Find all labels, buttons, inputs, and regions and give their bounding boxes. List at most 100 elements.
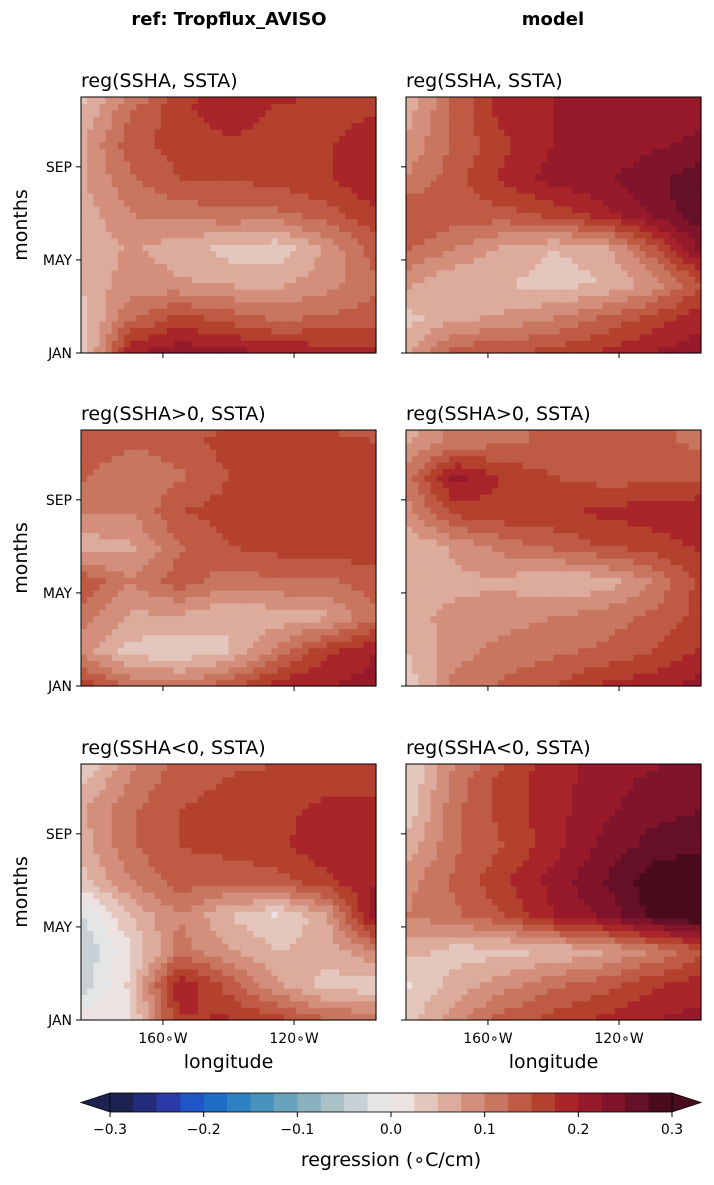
contour-cell — [504, 340, 511, 347]
contour-cell — [296, 103, 303, 110]
contour-cell — [155, 532, 162, 539]
contour-cell — [302, 155, 309, 162]
contour-cell — [560, 219, 567, 226]
contour-cell — [467, 167, 474, 174]
contour-cell — [358, 334, 365, 341]
contour-cell — [689, 321, 696, 328]
contour-cell — [204, 167, 211, 174]
contour-cell — [664, 308, 671, 315]
contour-cell — [93, 295, 100, 302]
contour-cell — [235, 315, 242, 322]
contour-cell — [112, 123, 119, 130]
contour-cell — [547, 212, 554, 219]
contour-cell — [566, 340, 573, 347]
contour-cell — [179, 103, 186, 110]
contour-cell — [106, 321, 113, 328]
contour-cell — [87, 334, 94, 341]
contour-cell — [418, 315, 425, 322]
contour-cell — [646, 116, 653, 123]
contour-cell — [358, 295, 365, 302]
contour-cell — [173, 609, 180, 616]
contour-cell — [603, 219, 610, 226]
contour-cell — [216, 116, 223, 123]
contour-cell — [480, 283, 487, 290]
contour-cell — [81, 532, 88, 539]
contour-cell — [492, 180, 499, 187]
contour-cell — [278, 667, 285, 674]
contour-cell — [167, 276, 174, 283]
contour-cell — [247, 103, 254, 110]
contour-cell — [676, 123, 683, 130]
contour-cell — [351, 577, 358, 584]
contour-cell — [247, 110, 254, 117]
contour-cell — [358, 155, 365, 162]
contour-cell — [664, 161, 671, 168]
contour-cell — [192, 545, 199, 552]
contour-cell — [155, 539, 162, 546]
contour-cell — [142, 308, 149, 315]
contour-cell — [535, 155, 542, 162]
contour-cell — [192, 327, 199, 334]
contour-cell — [406, 123, 413, 130]
contour-cell — [130, 571, 137, 578]
contour-cell — [198, 103, 205, 110]
contour-cell — [241, 289, 248, 296]
contour-cell — [345, 212, 352, 219]
contour-cell — [572, 315, 579, 322]
contour-cell — [633, 257, 640, 264]
contour-cell — [99, 283, 106, 290]
contour-cell — [339, 129, 346, 136]
contour-cell — [222, 596, 229, 603]
contour-cell — [455, 263, 462, 270]
contour-cell — [222, 238, 229, 245]
contour-cell — [235, 308, 242, 315]
contour-cell — [179, 251, 186, 258]
contour-cell — [198, 584, 205, 591]
contour-cell — [173, 167, 180, 174]
contour-cell — [253, 552, 260, 559]
contour-cell — [290, 231, 297, 238]
contour-cell — [173, 545, 180, 552]
contour-cell — [541, 231, 548, 238]
contour-cell — [93, 603, 100, 610]
contour-cell — [351, 193, 358, 200]
contour-cell — [486, 206, 493, 213]
contour-cell — [81, 225, 88, 232]
contour-cell — [517, 295, 524, 302]
contour-cell — [683, 199, 690, 206]
contour-cell — [204, 577, 211, 584]
contour-cell — [278, 654, 285, 661]
contour-cell — [192, 321, 199, 328]
contour-cell — [455, 129, 462, 136]
contour-cell — [112, 129, 119, 136]
contour-cell — [461, 148, 468, 155]
contour-cell — [112, 283, 119, 290]
contour-cell — [136, 257, 143, 264]
contour-cell — [247, 244, 254, 251]
contour-cell — [504, 193, 511, 200]
contour-cell — [173, 622, 180, 629]
contour-cell — [161, 308, 168, 315]
contour-cell — [272, 116, 279, 123]
contour-cell — [204, 276, 211, 283]
contour-cell — [603, 97, 610, 104]
contour-cell — [364, 660, 371, 667]
contour-cell — [253, 123, 260, 130]
contour-cell — [652, 123, 659, 130]
contour-cell — [572, 123, 579, 130]
contour-cell — [523, 174, 530, 181]
contour-cell — [364, 231, 371, 238]
contour-cell — [93, 545, 100, 552]
contour-cell — [142, 257, 149, 264]
contour-cell — [504, 167, 511, 174]
contour-cell — [529, 155, 536, 162]
contour-cell — [87, 308, 94, 315]
contour-cell — [461, 283, 468, 290]
contour-cell — [253, 315, 260, 322]
contour-cell — [327, 135, 334, 142]
contour-cell — [241, 321, 248, 328]
contour-cell — [284, 340, 291, 347]
contour-cell — [106, 276, 113, 283]
contour-cell — [185, 596, 192, 603]
contour-cell — [566, 123, 573, 130]
